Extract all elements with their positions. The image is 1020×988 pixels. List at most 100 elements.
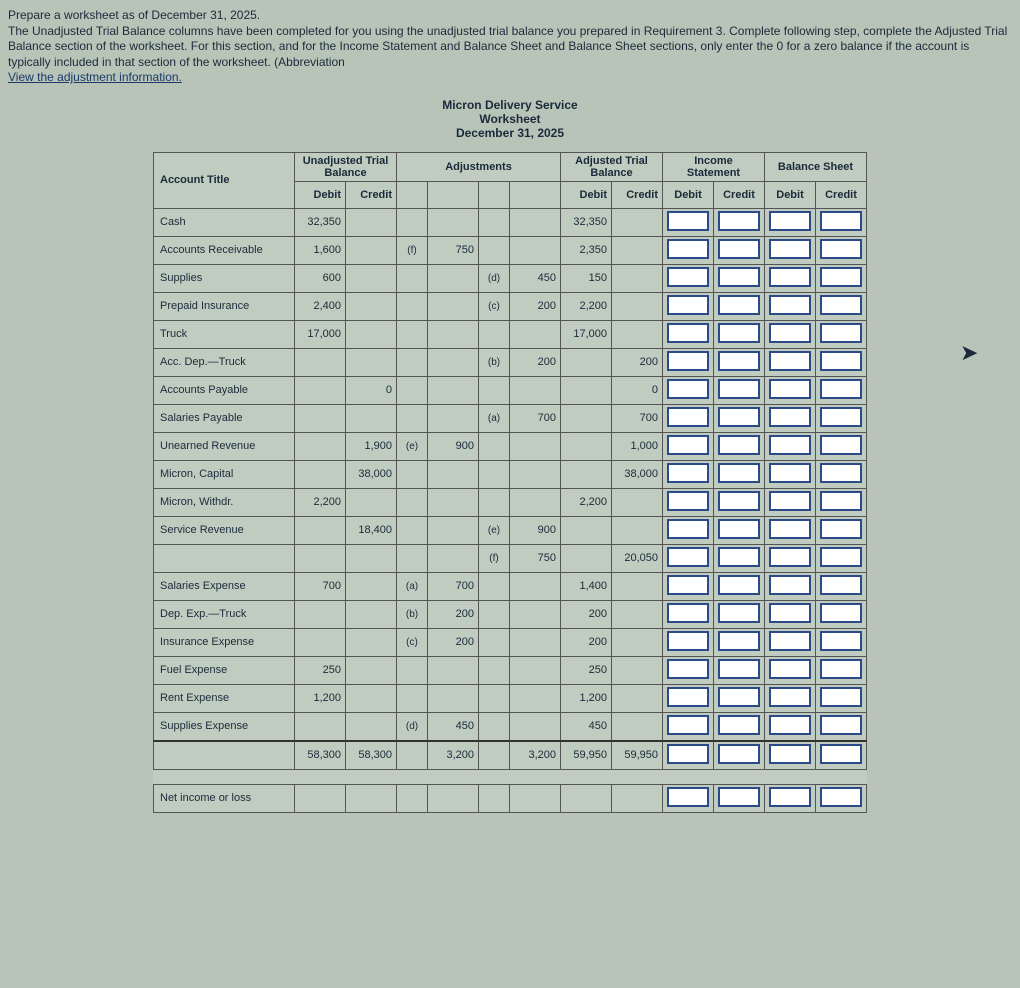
inc-debit-input[interactable] [663,488,714,516]
unadj-debit: 1,600 [295,236,346,264]
bal-debit-input[interactable] [765,684,816,712]
inc-credit-input[interactable] [714,208,765,236]
adjtb-debit [561,544,612,572]
adjtb-debit: 450 [561,712,612,741]
bal-credit-input[interactable] [816,236,867,264]
adj-ref [479,600,510,628]
inc-debit-input[interactable] [663,600,714,628]
adjustment-info-link[interactable]: View the adjustment information. [8,70,182,84]
inc-debit-input[interactable] [663,348,714,376]
inc-debit-input[interactable] [663,376,714,404]
adjtb-debit [561,404,612,432]
account-name: Accounts Payable [154,376,295,404]
bal-debit-input[interactable] [765,236,816,264]
inc-credit-input[interactable] [714,572,765,600]
bal-credit-input[interactable] [816,684,867,712]
adj-credit [510,320,561,348]
table-row: Accounts Payable00 [154,376,867,404]
bal-credit-input[interactable] [816,488,867,516]
inc-debit-input[interactable] [663,404,714,432]
bal-credit-input[interactable] [816,656,867,684]
inc-debit-input[interactable] [663,460,714,488]
account-name [154,544,295,572]
inc-debit-input[interactable] [663,628,714,656]
bal-credit-input[interactable] [816,376,867,404]
bal-debit-input[interactable] [765,376,816,404]
bal-debit-input[interactable] [765,320,816,348]
inc-debit-input[interactable] [663,320,714,348]
bal-debit-input[interactable] [765,404,816,432]
inc-credit-input[interactable] [714,460,765,488]
bal-credit-input[interactable] [816,544,867,572]
table-row: Insurance Expense(c)200200 [154,628,867,656]
inc-debit-input[interactable] [663,656,714,684]
bal-debit-input[interactable] [765,208,816,236]
bal-credit-input[interactable] [816,600,867,628]
unadj-debit: 32,350 [295,208,346,236]
inc-credit-input[interactable] [714,516,765,544]
adj-ref: (a) [397,572,428,600]
bal-debit-input[interactable] [765,516,816,544]
bal-credit-input[interactable] [816,460,867,488]
inc-credit-input[interactable] [714,404,765,432]
bal-debit-input[interactable] [765,712,816,741]
bal-credit-input[interactable] [816,264,867,292]
bal-credit-input[interactable] [816,712,867,741]
inc-credit-input[interactable] [714,628,765,656]
unadj-credit: 0 [346,376,397,404]
bal-debit-input[interactable] [765,460,816,488]
account-name: Unearned Revenue [154,432,295,460]
inc-credit-input[interactable] [714,684,765,712]
bal-credit-input[interactable] [816,404,867,432]
bal-credit-input[interactable] [816,292,867,320]
inc-credit-input[interactable] [714,264,765,292]
inc-credit-input[interactable] [714,712,765,741]
unadj-debit [295,432,346,460]
bal-debit-input[interactable] [765,572,816,600]
bal-debit-input[interactable] [765,544,816,572]
inc-debit-input[interactable] [663,572,714,600]
inc-credit-input[interactable] [714,600,765,628]
bal-credit-input[interactable] [816,628,867,656]
inc-credit-input[interactable] [714,236,765,264]
bal-debit-input[interactable] [765,264,816,292]
bal-debit-input[interactable] [765,600,816,628]
bal-credit-input[interactable] [816,572,867,600]
col-dr: Debit [765,181,816,208]
inc-debit-input[interactable] [663,712,714,741]
inc-credit-input[interactable] [714,432,765,460]
inc-debit-input[interactable] [663,292,714,320]
bal-credit-input[interactable] [816,208,867,236]
bal-credit-input[interactable] [816,348,867,376]
inc-debit-input[interactable] [663,208,714,236]
bal-debit-input[interactable] [765,488,816,516]
adj-ref: (c) [479,292,510,320]
inc-debit-input[interactable] [663,432,714,460]
inc-debit-input[interactable] [663,684,714,712]
adj-ref: (b) [479,348,510,376]
bal-debit-input[interactable] [765,432,816,460]
inc-debit-input[interactable] [663,236,714,264]
bal-debit-input[interactable] [765,348,816,376]
bal-debit-input[interactable] [765,628,816,656]
adj-ref: (c) [397,628,428,656]
inc-credit-input[interactable] [714,320,765,348]
inc-credit-input[interactable] [714,292,765,320]
bal-credit-input[interactable] [816,432,867,460]
inc-credit-input[interactable] [714,488,765,516]
bal-debit-input[interactable] [765,656,816,684]
adj-debit [428,292,479,320]
inc-credit-input[interactable] [714,376,765,404]
inc-credit-input[interactable] [714,348,765,376]
table-row: Fuel Expense250250 [154,656,867,684]
adj-debit: 750 [428,236,479,264]
unadj-credit: 38,000 [346,460,397,488]
bal-credit-input[interactable] [816,320,867,348]
inc-credit-input[interactable] [714,544,765,572]
inc-debit-input[interactable] [663,264,714,292]
bal-credit-input[interactable] [816,516,867,544]
inc-credit-input[interactable] [714,656,765,684]
inc-debit-input[interactable] [663,516,714,544]
bal-debit-input[interactable] [765,292,816,320]
inc-debit-input[interactable] [663,544,714,572]
